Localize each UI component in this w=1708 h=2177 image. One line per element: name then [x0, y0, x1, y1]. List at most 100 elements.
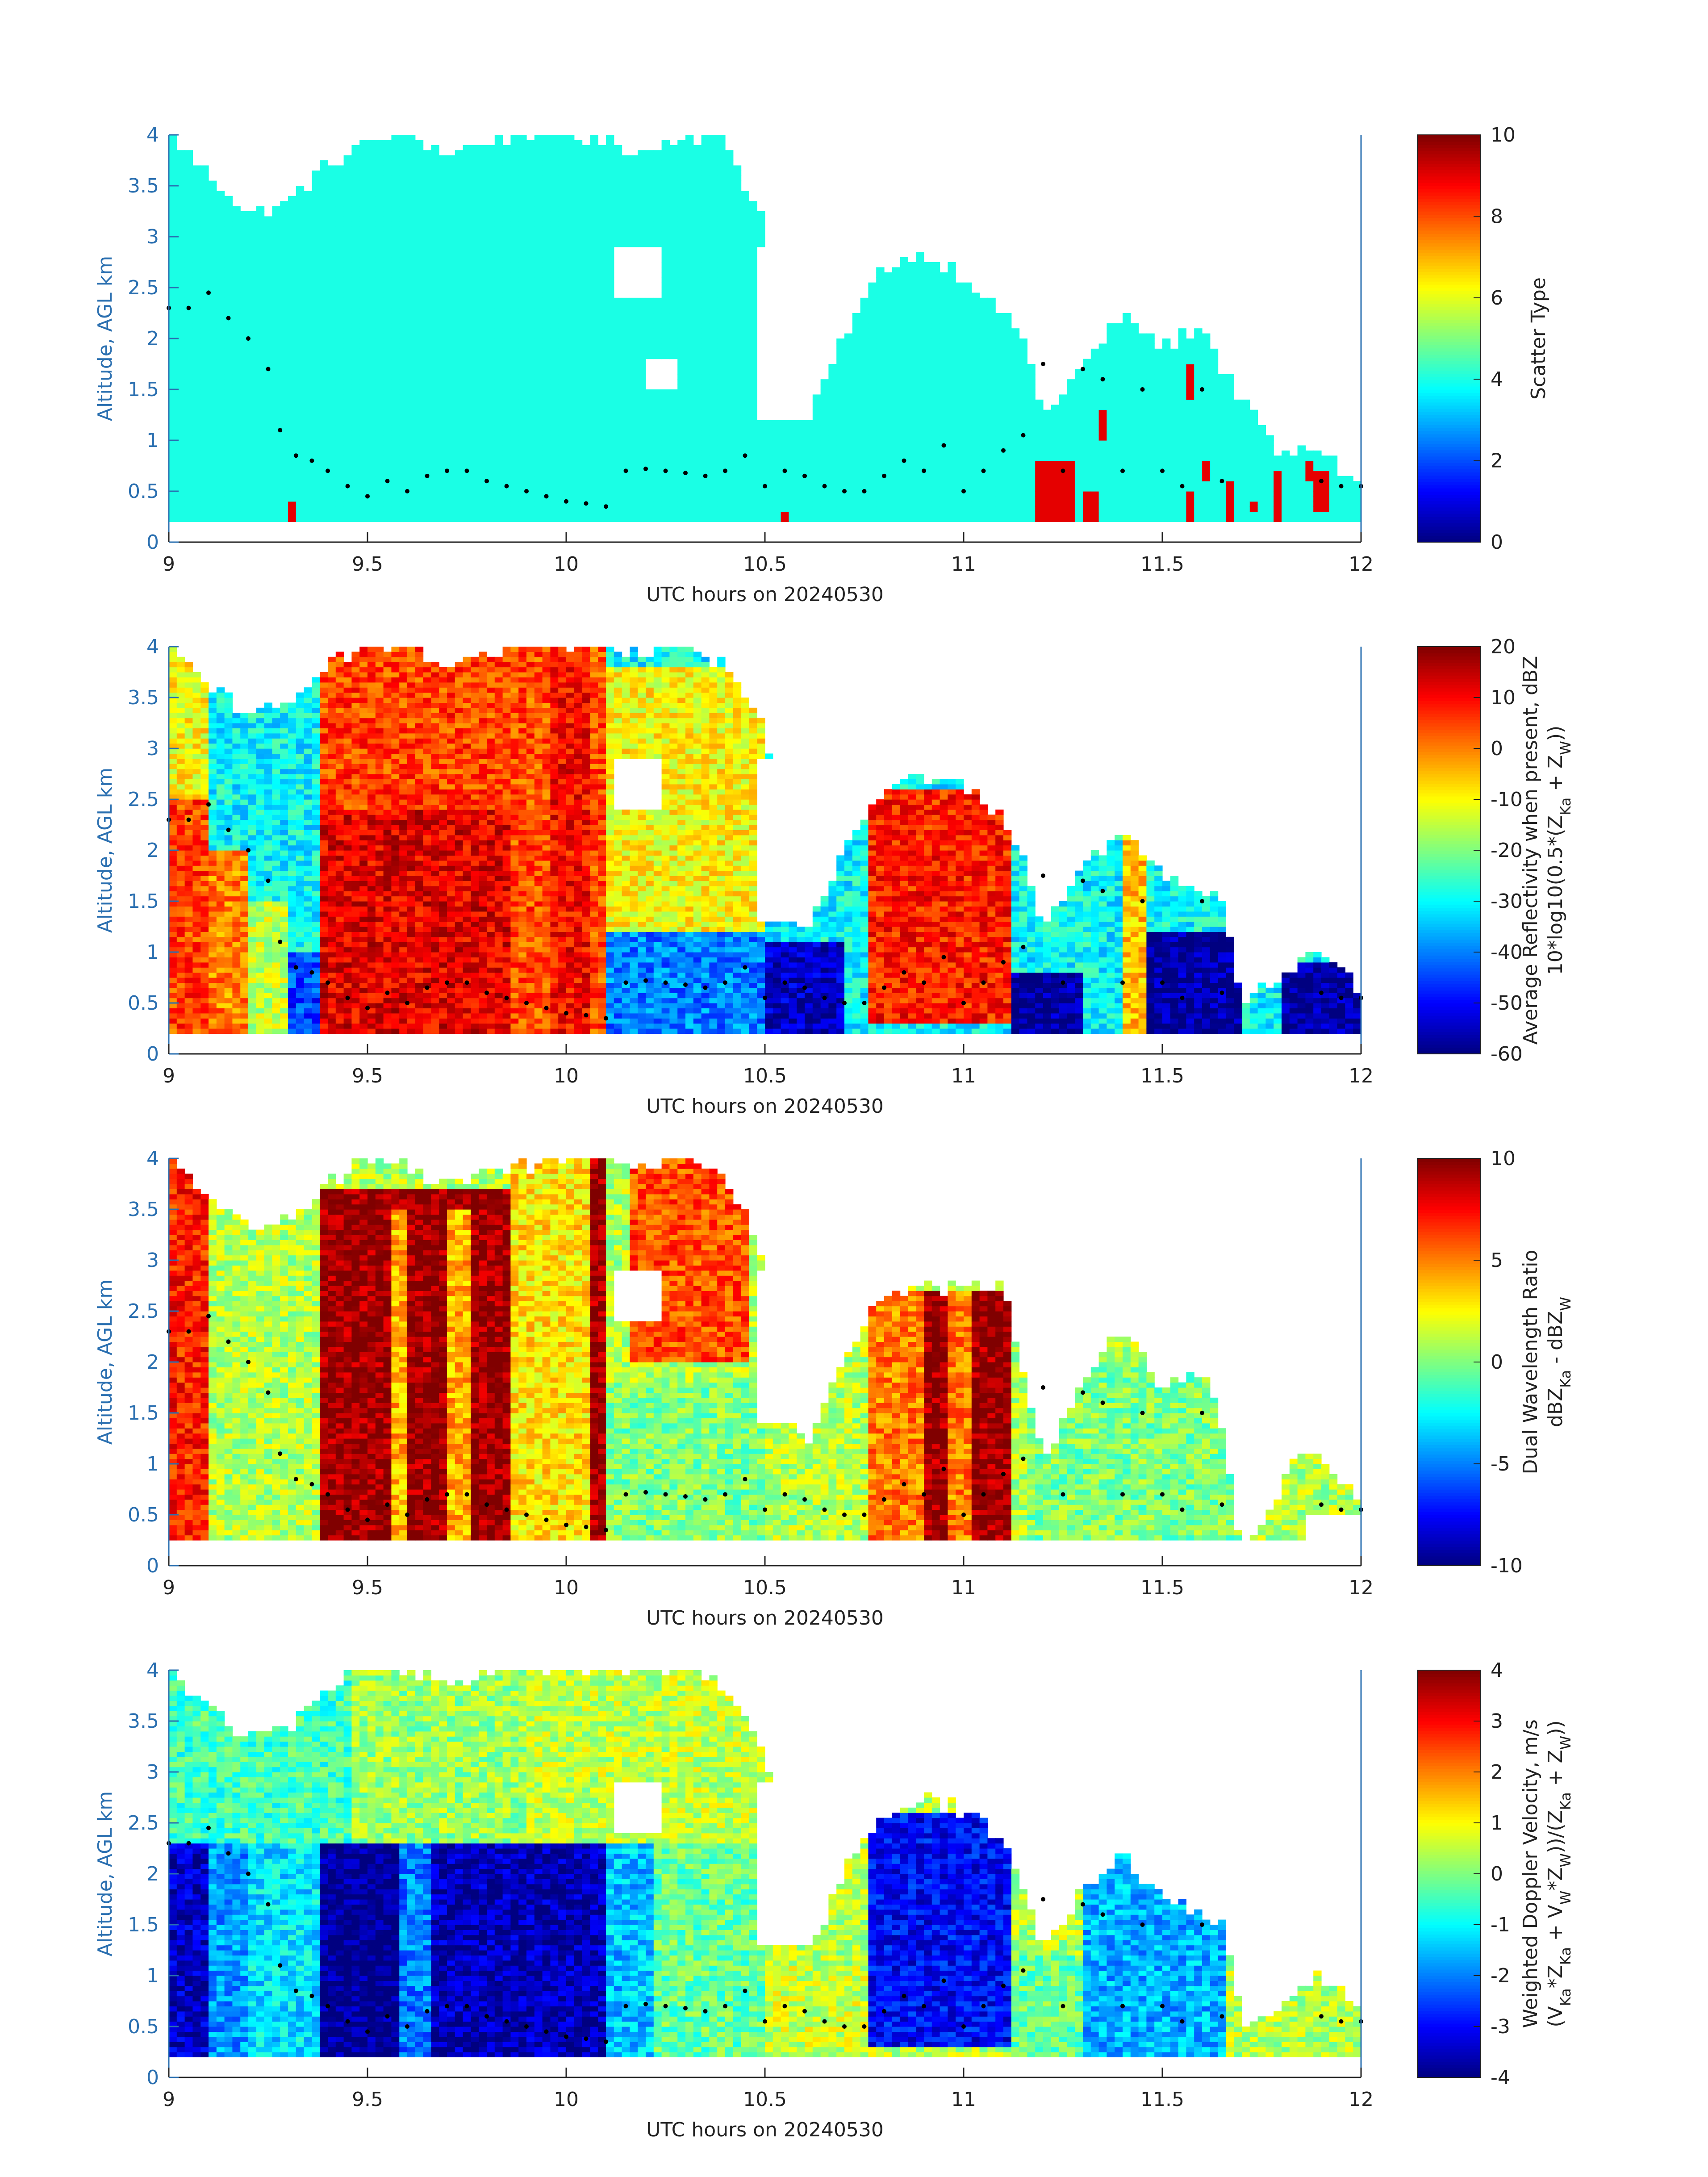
heatmap-cell [685, 170, 694, 176]
heatmap-cell [622, 216, 630, 222]
heatmap-cell [240, 308, 249, 313]
heatmap-cell [526, 318, 535, 324]
heatmap-cell [383, 272, 392, 278]
heatmap-cell [542, 333, 551, 339]
heatmap-cell [431, 405, 439, 410]
heatmap-cell [590, 257, 598, 263]
heatmap-cell [383, 160, 392, 166]
heatmap-cell [701, 450, 710, 456]
heatmap-cell [328, 165, 336, 171]
heatmap-cell [693, 430, 702, 436]
heatmap-cell [431, 517, 439, 522]
heatmap-cell [280, 308, 288, 313]
heatmap-cell [534, 282, 543, 288]
heatmap-cell [566, 145, 575, 150]
heatmap-cell [606, 262, 614, 267]
heatmap-cell [447, 231, 455, 237]
heatmap-cell [590, 501, 598, 507]
heatmap-cell [431, 242, 439, 247]
heatmap-cell [328, 379, 336, 385]
heatmap-cell [487, 369, 495, 375]
heatmap-cell [685, 242, 694, 247]
heatmap-cell [701, 277, 710, 283]
heatmap-cell [566, 471, 575, 476]
heatmap-cell [582, 226, 590, 232]
heatmap-cell [232, 435, 241, 441]
heatmap-cell [359, 394, 368, 400]
heatmap-cell [717, 486, 726, 492]
heatmap-cell [383, 262, 392, 267]
heatmap-cell [407, 226, 416, 232]
heatmap-cell [502, 323, 511, 329]
heatmap-cell [638, 165, 646, 171]
heatmap-cell [471, 471, 479, 476]
heatmap-cell [447, 476, 455, 481]
heatmap-cell [685, 155, 694, 161]
heatmap-cell [169, 180, 177, 186]
heatmap-cell [701, 466, 710, 471]
heatmap-cell [312, 313, 320, 318]
heatmap-cell [582, 262, 590, 267]
heatmap-cell [479, 501, 487, 507]
heatmap-cell [606, 506, 614, 512]
heatmap-cell [717, 262, 726, 267]
heatmap-cell [335, 333, 344, 339]
heatmap-cell [685, 135, 694, 140]
heatmap-cell [487, 501, 495, 507]
heatmap-cell [232, 277, 241, 283]
heatmap-cell [534, 257, 543, 263]
heatmap-cell [677, 247, 686, 252]
heatmap-cell [566, 257, 575, 263]
heatmap-cell [487, 389, 495, 395]
heatmap-cell [407, 318, 416, 324]
heatmap-cell [439, 476, 447, 481]
heatmap-cell [328, 354, 336, 359]
heatmap-cell [367, 409, 376, 415]
heatmap-cell [709, 140, 718, 146]
heatmap-cell [296, 323, 305, 329]
heatmap-cell [606, 186, 614, 191]
heatmap-cell [335, 481, 344, 487]
heatmap-cell [693, 333, 702, 339]
heatmap-cell [176, 506, 185, 512]
heatmap-cell [725, 343, 734, 349]
heatmap-cell [184, 476, 193, 481]
heatmap-cell [216, 511, 225, 517]
heatmap-cell [502, 297, 511, 303]
heatmap-cell [677, 511, 686, 517]
heatmap-cell [614, 496, 622, 502]
heatmap-cell [367, 155, 376, 161]
heatmap-cell [582, 384, 590, 390]
heatmap-cell [423, 150, 431, 156]
heatmap-cell [606, 471, 614, 476]
heatmap-cell [494, 267, 503, 273]
heatmap-cell [335, 435, 344, 441]
heatmap-cell [502, 430, 511, 436]
heatmap-cell [216, 405, 225, 410]
heatmap-cell [653, 471, 662, 476]
heatmap-cell [622, 180, 630, 186]
heatmap-cell [248, 415, 257, 420]
heatmap-cell [439, 160, 447, 166]
heatmap-cell [439, 308, 447, 313]
heatmap-cell [351, 476, 360, 481]
heatmap-cell [304, 486, 312, 492]
heatmap-cell [431, 196, 439, 201]
heatmap-cell [614, 399, 622, 405]
heatmap-cell [264, 445, 272, 451]
heatmap-cell [328, 221, 336, 227]
heatmap-cell [200, 460, 209, 466]
heatmap-cell [669, 145, 678, 150]
heatmap-cell [343, 511, 352, 517]
heatmap-cell [494, 216, 503, 222]
heatmap-cell [582, 455, 590, 461]
heatmap-cell [256, 399, 265, 405]
heatmap-cell [447, 257, 455, 263]
heatmap-cell [598, 384, 606, 390]
heatmap-cell [590, 450, 598, 456]
heatmap-cell [455, 262, 464, 267]
heatmap-cell [343, 394, 352, 400]
heatmap-cell [709, 420, 718, 426]
heatmap-cell [431, 211, 439, 217]
heatmap-cell [646, 389, 654, 395]
